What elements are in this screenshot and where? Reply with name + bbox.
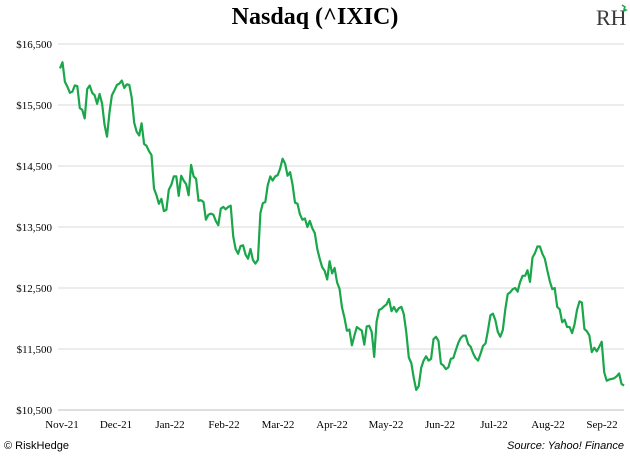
x-tick-label: Jul-22 [480, 419, 508, 431]
chart-title: Nasdaq (^IXIC) [231, 4, 399, 30]
x-tick-label: Dec-21 [100, 419, 132, 431]
y-tick-label: $15,500 [16, 100, 52, 112]
x-tick-label: Sep-22 [586, 419, 617, 431]
y-tick-labels: $10,500 $11,500 $12,500 $13,500 $14,500 $15,5… [16, 39, 52, 417]
y-tick-label: $13,500 [16, 222, 52, 234]
y-tick-label: $11,500 [17, 344, 53, 356]
x-tick-label: May-22 [369, 419, 404, 431]
y-tick-label: $12,500 [16, 283, 52, 295]
x-tick-label: Jun-22 [425, 419, 455, 431]
logo-text: RH [596, 5, 627, 30]
nasdaq-series-line [58, 61, 625, 391]
y-tick-label: $10,500 [16, 405, 52, 417]
y-tick-label: $14,500 [16, 161, 52, 173]
x-tick-label: Nov-21 [45, 419, 79, 431]
y-tick-label: $16,500 [16, 39, 52, 51]
x-tick-label: Jan-22 [155, 419, 184, 431]
x-tick-label: Aug-22 [531, 419, 565, 431]
x-tick-labels: Nov-21 Dec-21 Jan-22 Feb-22 Mar-22 Apr-22 May-… [45, 419, 617, 431]
copyright-label: © RiskHedge [4, 440, 69, 452]
riskhedge-logo-icon: RH [596, 4, 628, 30]
x-tick-label: Mar-22 [262, 419, 295, 431]
x-tick-label: Feb-22 [208, 419, 239, 431]
source-label: Source: Yahoo! Finance [506, 440, 624, 452]
x-tick-label: Apr-22 [316, 419, 348, 431]
